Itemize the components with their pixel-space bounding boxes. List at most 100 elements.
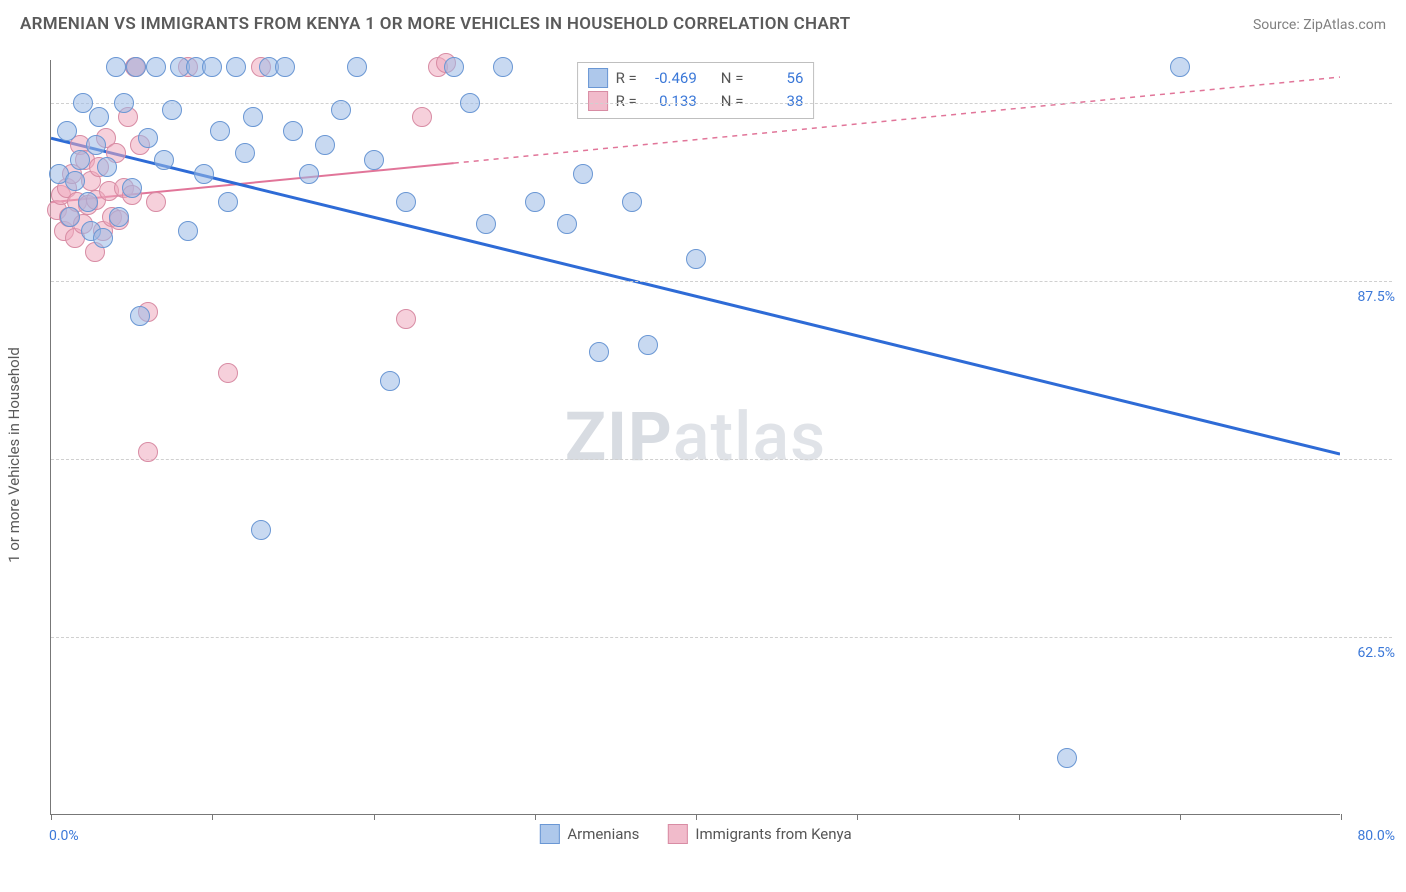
data-point: [57, 121, 77, 141]
data-point: [525, 192, 545, 212]
data-point: [218, 363, 238, 383]
watermark-rest: atlas: [673, 397, 826, 477]
data-point: [70, 150, 90, 170]
watermark: ZIPatlas: [565, 397, 826, 477]
source-label: Source: ZipAtlas.com: [1253, 17, 1386, 33]
n-value-a: 56: [751, 67, 803, 90]
data-point: [126, 57, 146, 77]
data-point: [202, 57, 222, 77]
data-point: [154, 150, 174, 170]
gridline: [51, 459, 1392, 460]
data-point: [226, 57, 246, 77]
data-point: [122, 178, 142, 198]
data-point: [130, 306, 150, 326]
x-tick: [212, 814, 213, 820]
x-tick-label: 80.0%: [1357, 828, 1395, 844]
title-bar: ARMENIAN VS IMMIGRANTS FROM KENYA 1 OR M…: [0, 0, 1406, 42]
data-point: [299, 164, 319, 184]
r-label-b: R =: [616, 90, 637, 113]
data-point: [380, 371, 400, 391]
data-point: [331, 100, 351, 120]
data-point: [73, 93, 93, 113]
data-point: [557, 214, 577, 234]
data-point: [138, 442, 158, 462]
data-point: [460, 93, 480, 113]
data-point: [162, 100, 182, 120]
data-point: [235, 143, 255, 163]
r-value-a: -0.469: [645, 67, 697, 90]
data-point: [573, 164, 593, 184]
data-point: [396, 192, 416, 212]
data-point: [243, 107, 263, 127]
r-value-b: 0.133: [645, 90, 697, 113]
legend-swatch-b-icon: [667, 824, 687, 844]
data-point: [622, 192, 642, 212]
watermark-bold: ZIP: [565, 397, 673, 477]
y-axis-label: 1 or more Vehicles in Household: [5, 347, 23, 563]
legend-item-b: Immigrants from Kenya: [667, 824, 851, 844]
y-tick-label: 62.5%: [1357, 645, 1395, 661]
legend-item-a: Armenians: [539, 824, 639, 844]
gridline: [51, 637, 1392, 638]
data-point: [114, 93, 134, 113]
data-point: [65, 171, 85, 191]
data-point: [146, 192, 166, 212]
data-point: [89, 107, 109, 127]
data-point: [1057, 748, 1077, 768]
data-point: [275, 57, 295, 77]
x-tick: [1019, 814, 1020, 820]
data-point: [444, 57, 464, 77]
stats-row-a: R = -0.469 N = 56: [588, 67, 804, 90]
data-point: [686, 249, 706, 269]
data-point: [194, 164, 214, 184]
swatch-kenya-icon: [588, 91, 608, 111]
data-point: [283, 121, 303, 141]
data-point: [476, 214, 496, 234]
data-point: [589, 342, 609, 362]
plot-area: ZIPatlas R = -0.469 N = 56 R = 0.133 N =…: [50, 60, 1340, 815]
bottom-legend: Armenians Immigrants from Kenya: [539, 824, 851, 844]
x-tick: [857, 814, 858, 820]
data-point: [364, 150, 384, 170]
y-tick-label: 87.5%: [1357, 289, 1395, 305]
data-point: [78, 192, 98, 212]
x-tick: [1180, 814, 1181, 820]
gridline: [51, 103, 1392, 104]
data-point: [638, 335, 658, 355]
data-point: [218, 192, 238, 212]
n-label-b: N =: [721, 90, 744, 113]
data-point: [251, 520, 271, 540]
data-point: [210, 121, 230, 141]
swatch-armenians-icon: [588, 68, 608, 88]
data-point: [93, 228, 113, 248]
x-tick: [1341, 814, 1342, 820]
data-point: [146, 57, 166, 77]
legend-label-b: Immigrants from Kenya: [695, 825, 851, 843]
x-tick: [51, 814, 52, 820]
data-point: [1170, 57, 1190, 77]
x-tick: [374, 814, 375, 820]
data-point: [60, 207, 80, 227]
data-point: [315, 135, 335, 155]
n-value-b: 38: [751, 90, 803, 113]
legend-label-a: Armenians: [567, 825, 639, 843]
gridline: [51, 281, 1392, 282]
x-tick: [696, 814, 697, 820]
data-point: [396, 309, 416, 329]
x-tick: [535, 814, 536, 820]
trendlines-svg: [51, 60, 1340, 814]
n-label-a: N =: [721, 67, 744, 90]
chart-title: ARMENIAN VS IMMIGRANTS FROM KENYA 1 OR M…: [20, 14, 850, 34]
data-point: [138, 128, 158, 148]
stats-row-b: R = 0.133 N = 38: [588, 90, 804, 113]
data-point: [86, 135, 106, 155]
data-point: [493, 57, 513, 77]
data-point: [97, 157, 117, 177]
r-label-a: R =: [616, 67, 637, 90]
data-point: [109, 207, 129, 227]
data-point: [412, 107, 432, 127]
data-point: [106, 57, 126, 77]
legend-swatch-a-icon: [539, 824, 559, 844]
data-point: [178, 221, 198, 241]
data-point: [347, 57, 367, 77]
